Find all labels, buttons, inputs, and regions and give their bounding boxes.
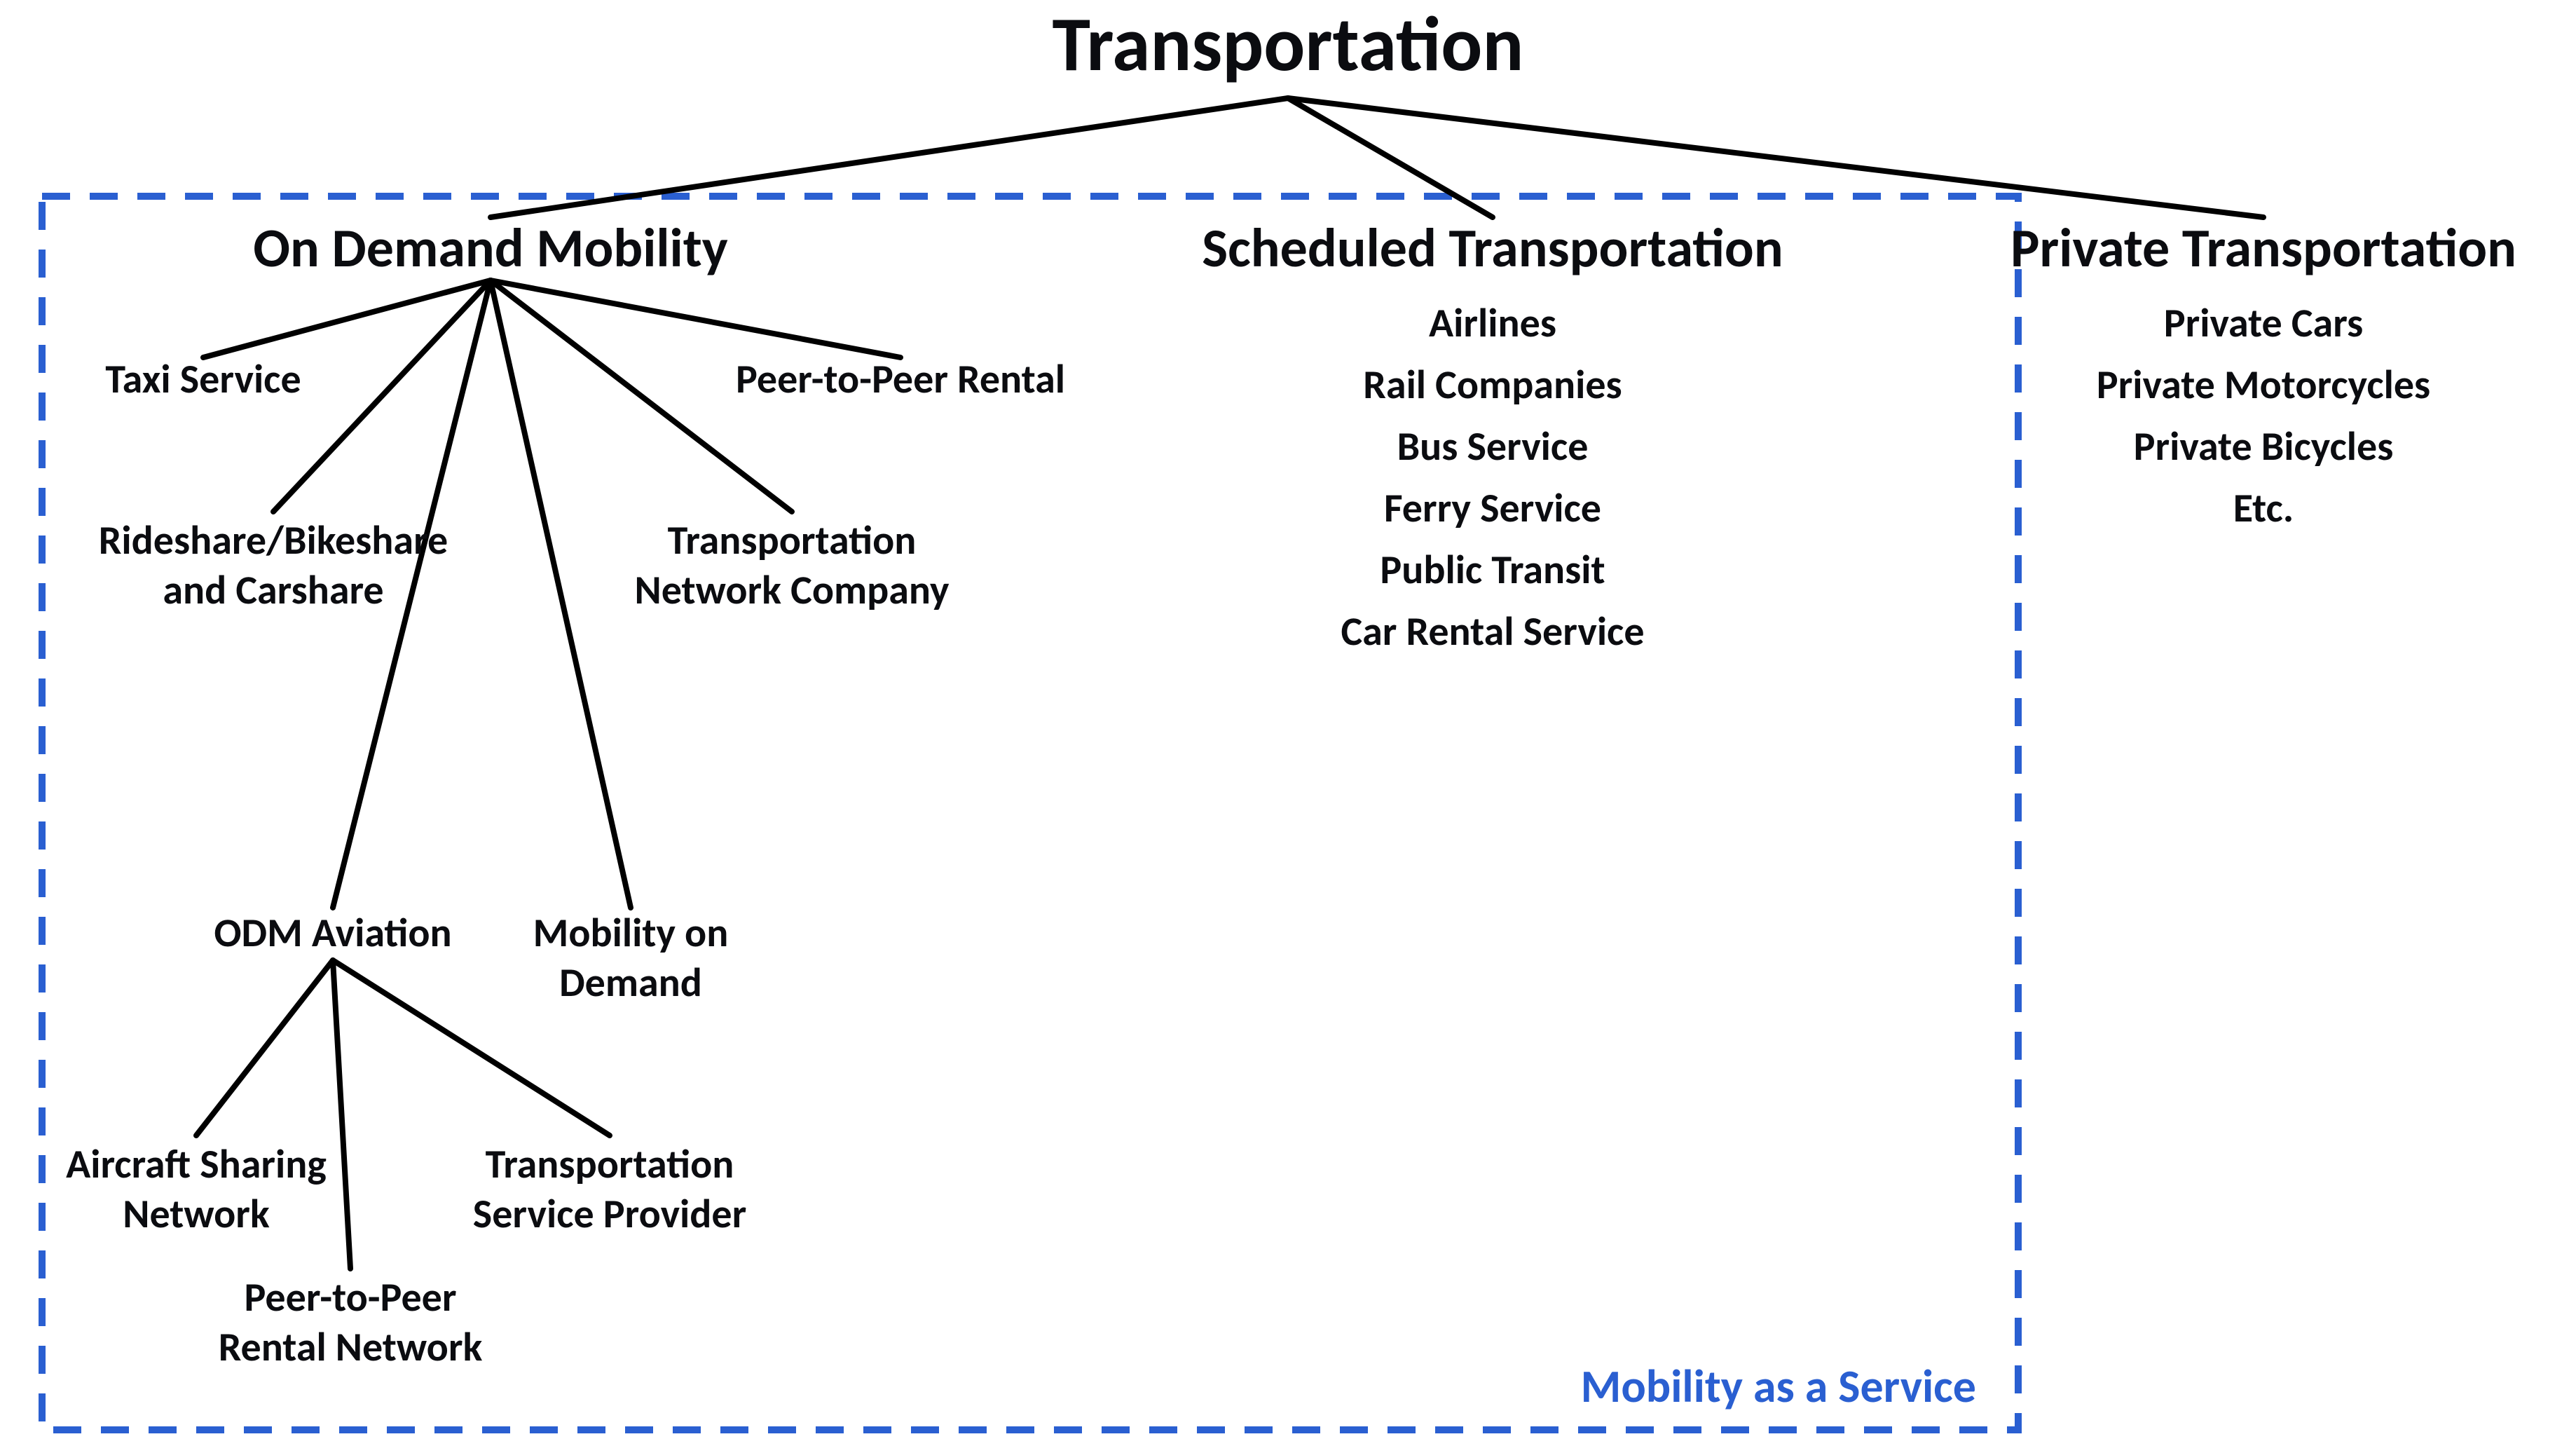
node-odm: On Demand Mobility bbox=[253, 214, 727, 281]
node-sched_list: AirlinesRail CompaniesBus ServiceFerry S… bbox=[1341, 298, 1644, 656]
node-p2prn: Peer-to-PeerRental Network bbox=[219, 1272, 483, 1372]
node-mod: Mobility onDemand bbox=[533, 908, 729, 1007]
edge-root_pt-odm_pt bbox=[491, 98, 1288, 217]
node-sched: Scheduled Transportation bbox=[1202, 214, 1783, 281]
node-asn: Aircraft SharingNetwork bbox=[66, 1139, 327, 1239]
edge-odmav_pt-p2prn_pt bbox=[333, 960, 350, 1269]
edge-odmav_pt-asn_pt bbox=[196, 960, 333, 1135]
node-taxi: Taxi Service bbox=[105, 354, 301, 404]
node-rideshare: Rideshare/Bikeshareand Carshare bbox=[99, 515, 448, 615]
edge-odm_pt-rideshare_pt bbox=[273, 280, 491, 512]
node-root: Transportation bbox=[1053, 0, 1524, 91]
node-priv: Private Transportation bbox=[2010, 214, 2516, 281]
edge-odm_pt-taxi_pt bbox=[203, 280, 491, 357]
node-priv_list: Private CarsPrivate MotorcyclesPrivate B… bbox=[2097, 298, 2430, 533]
transportation-tree-diagram: Transportation On Demand Mobility Schedule… bbox=[0, 0, 2576, 1453]
maas-label: Mobility as a Service bbox=[1581, 1358, 1976, 1414]
node-tnc: TransportationNetwork Company bbox=[635, 515, 950, 615]
node-tsp: TransportationService Provider bbox=[473, 1139, 746, 1239]
node-odmav: ODM Aviation bbox=[214, 908, 451, 957]
edge-odm_pt-p2p_pt bbox=[491, 280, 900, 357]
node-p2p: Peer-to-Peer Rental bbox=[736, 354, 1065, 404]
